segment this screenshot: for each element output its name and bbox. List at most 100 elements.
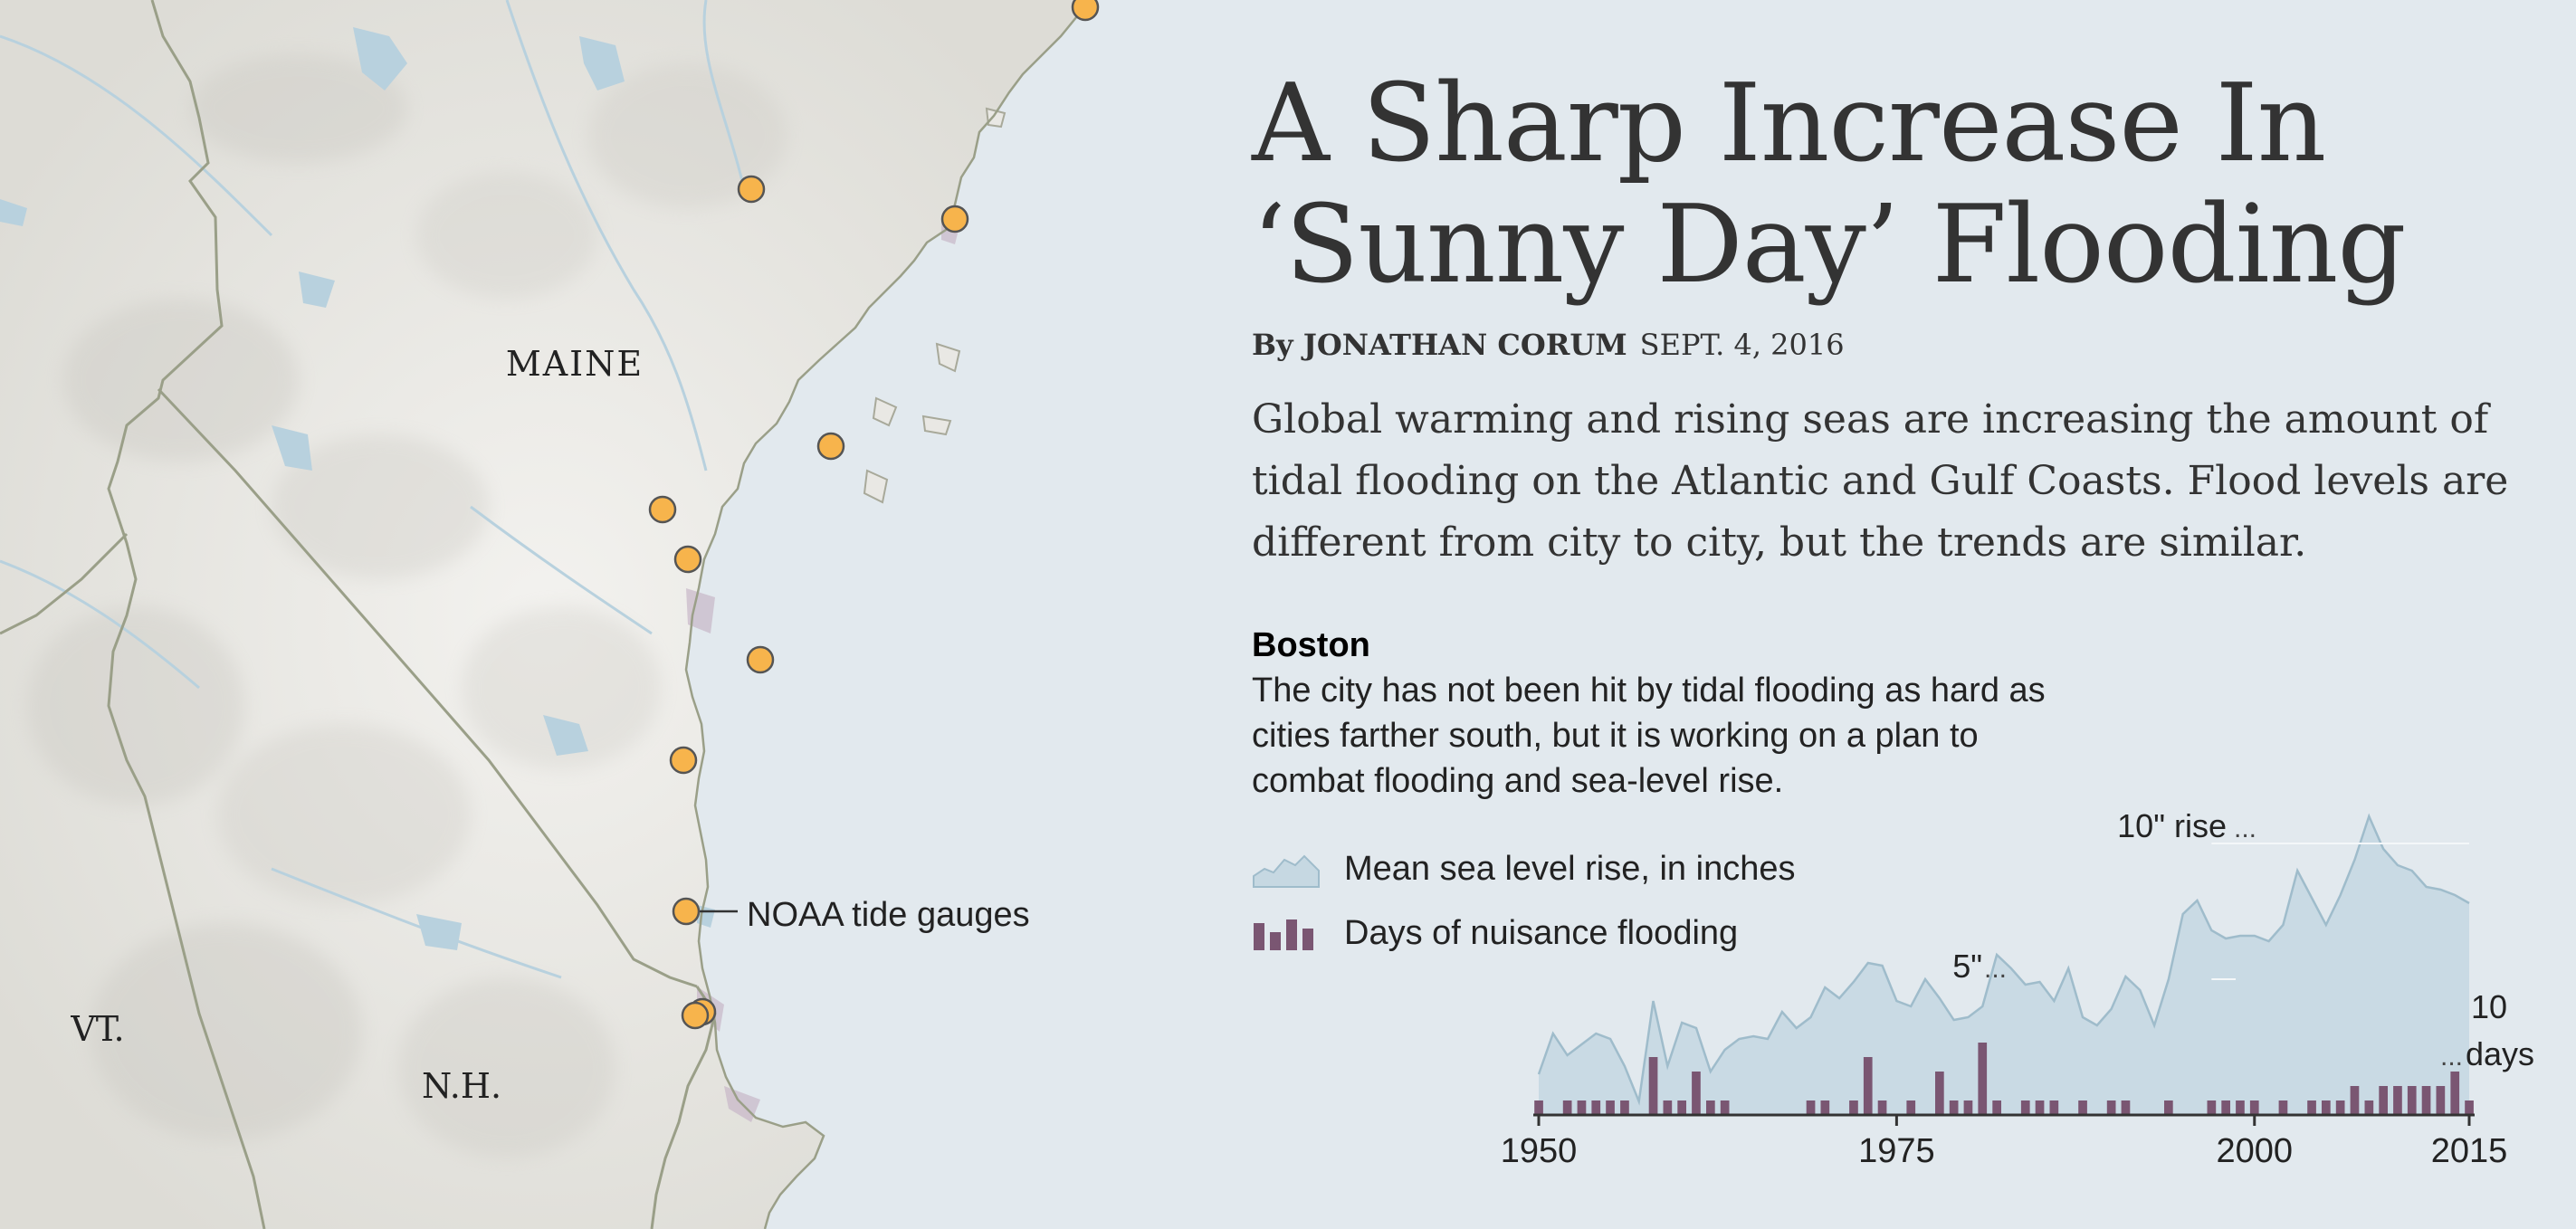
flood-days-bar: [2322, 1100, 2331, 1115]
flood-days-bar: [1562, 1100, 1572, 1115]
flood-days-bar: [1820, 1100, 1830, 1115]
flood-days-bar: [2364, 1100, 2374, 1115]
author: By JONATHAN CORUM: [1252, 328, 1627, 362]
tide-gauge-marker[interactable]: [672, 897, 701, 926]
tide-gauge-marker[interactable]: [940, 205, 969, 233]
flood-days-bar: [1906, 1100, 1916, 1115]
flood-days-bar: [1877, 1100, 1887, 1115]
flood-days-bar: [1978, 1043, 1988, 1115]
flood-days-bar: [2221, 1100, 2230, 1115]
label-new-hampshire: N.H.: [422, 1066, 501, 1106]
x-axis-tick-label: 2015: [2431, 1132, 2508, 1170]
tide-gauge-marker[interactable]: [737, 175, 766, 204]
legend-flooding: Days of nuisance flooding: [1252, 914, 1738, 953]
flood-days-bar: [1606, 1100, 1615, 1115]
city-name: Boston: [1252, 626, 1370, 664]
annotation-10-days-dots: ...: [2440, 1042, 2463, 1072]
summary: Global warming and rising seas are incre…: [1252, 396, 2509, 566]
islands: [863, 107, 1007, 504]
x-axis-tick-label: 1950: [1501, 1132, 1578, 1170]
flood-days-bar: [1677, 1100, 1686, 1115]
legend-sea-level: Mean sea level rise, in inches: [1252, 849, 1795, 889]
flood-days-bar: [2307, 1100, 2316, 1115]
flood-days-bar: [1577, 1100, 1587, 1115]
flood-days-bar: [2106, 1100, 2116, 1115]
flood-days-bar: [2393, 1086, 2402, 1115]
annotation-10-days-word: days: [2466, 1035, 2534, 1072]
flood-days-bar: [1534, 1100, 1543, 1115]
flood-days-bar: [2278, 1100, 2288, 1115]
flood-days-bar: [1663, 1100, 1673, 1115]
gauge-label: NOAA tide gauges: [747, 896, 1030, 934]
headline: A Sharp Increase In ‘Sunny Day’ Flooding: [1252, 63, 2519, 306]
flood-days-bar: [1992, 1100, 2001, 1115]
annotation-10-days-number: 10: [2471, 988, 2507, 1025]
byline: By JONATHAN CORUM SEPT. 4, 2016: [1252, 328, 1845, 362]
sea-level-line: [1537, 813, 2470, 1106]
x-axis-ticks: 1950 1975 2000 2015: [1501, 1115, 2508, 1170]
flood-days-bar: [2207, 1100, 2217, 1115]
flood-days-bar: [2249, 1100, 2259, 1115]
tide-gauge-marker[interactable]: [816, 432, 845, 461]
sea-level-area: [1539, 816, 2469, 1115]
rivers: [0, 0, 744, 979]
flood-days-bar: [2164, 1100, 2173, 1115]
coastline: [684, 0, 1092, 1229]
annotation-10-inch-dots: ...: [2234, 814, 2256, 843]
flood-days-bar: [1692, 1072, 1701, 1115]
flood-days-bar: [1720, 1100, 1730, 1115]
flood-bars-layer: [1534, 1043, 2474, 1115]
tide-gauges: [648, 0, 1100, 1030]
flood-days-bar: [2049, 1100, 2059, 1115]
flooding-legend-icon: [1254, 919, 1313, 950]
flood-days-bar: [2350, 1086, 2360, 1115]
label-maine: MAINE: [506, 344, 644, 384]
publish-date: SEPT. 4, 2016: [1639, 328, 1845, 362]
terrain-shading: [27, 54, 787, 1158]
flood-days-bar: [1591, 1100, 1601, 1115]
annotation-10-inch-rise: 10" rise: [2117, 807, 2227, 844]
headline-line-1: A Sharp Increase In: [1252, 62, 2326, 186]
sea-level-area-layer: [1537, 813, 2470, 1115]
flood-days-bar: [2020, 1100, 2030, 1115]
flood-days-bar: [1620, 1100, 1629, 1115]
flood-days-bar: [1963, 1100, 1973, 1115]
boston-flood-chart: 1950 1975 2000 2015 10" rise ... 5" ... 10 …: [1501, 807, 2534, 1170]
flood-days-bar: [2078, 1100, 2087, 1115]
flood-days-bar: [2421, 1086, 2431, 1115]
annotation-5-inch-dots: ...: [1984, 954, 2007, 984]
x-axis-tick-label: 2000: [2216, 1132, 2293, 1170]
flood-days-bar: [1863, 1057, 1873, 1115]
flood-days-bar: [1935, 1072, 1944, 1115]
x-axis-tick-label: 1975: [1858, 1132, 1935, 1170]
flood-days-bar: [1706, 1100, 1715, 1115]
legend-sea-level-label: Mean sea level rise, in inches: [1344, 849, 1796, 888]
tide-gauge-marker[interactable]: [648, 495, 677, 524]
label-vermont: VT.: [70, 1009, 124, 1049]
flood-days-bar: [2379, 1086, 2388, 1115]
tide-gauge-marker[interactable]: [1071, 0, 1100, 22]
flood-days-bar: [2335, 1100, 2345, 1115]
flood-days-bar: [1849, 1100, 1858, 1115]
coastline-map: MAINE VT. N.H. NOAA tide gauges: [0, 0, 1100, 1229]
headline-line-2: ‘Sunny Day’ Flooding: [1252, 183, 2407, 308]
flood-days-bar: [1648, 1057, 1658, 1115]
flood-days-bar: [2121, 1100, 2131, 1115]
tide-gauge-marker[interactable]: [681, 1001, 710, 1030]
city-description: The city has not been hit by tidal flood…: [1252, 672, 2046, 800]
flood-days-bar: [2450, 1072, 2460, 1115]
flood-days-bar: [2236, 1100, 2245, 1115]
flood-days-bar: [2436, 1086, 2446, 1115]
flood-days-bar: [2407, 1086, 2417, 1115]
tide-gauge-marker[interactable]: [673, 545, 702, 574]
sea-level-legend-icon: [1253, 854, 1320, 888]
tide-gauge-marker[interactable]: [669, 746, 698, 775]
legend-flooding-label: Days of nuisance flooding: [1344, 914, 1739, 952]
annotation-5-inch: 5": [1952, 948, 1982, 985]
tide-gauge-marker[interactable]: [746, 645, 775, 674]
flood-days-bar: [2035, 1100, 2045, 1115]
flood-days-bar: [1806, 1100, 1816, 1115]
flood-days-bar: [1949, 1100, 1959, 1115]
flood-days-bar: [2465, 1100, 2474, 1115]
